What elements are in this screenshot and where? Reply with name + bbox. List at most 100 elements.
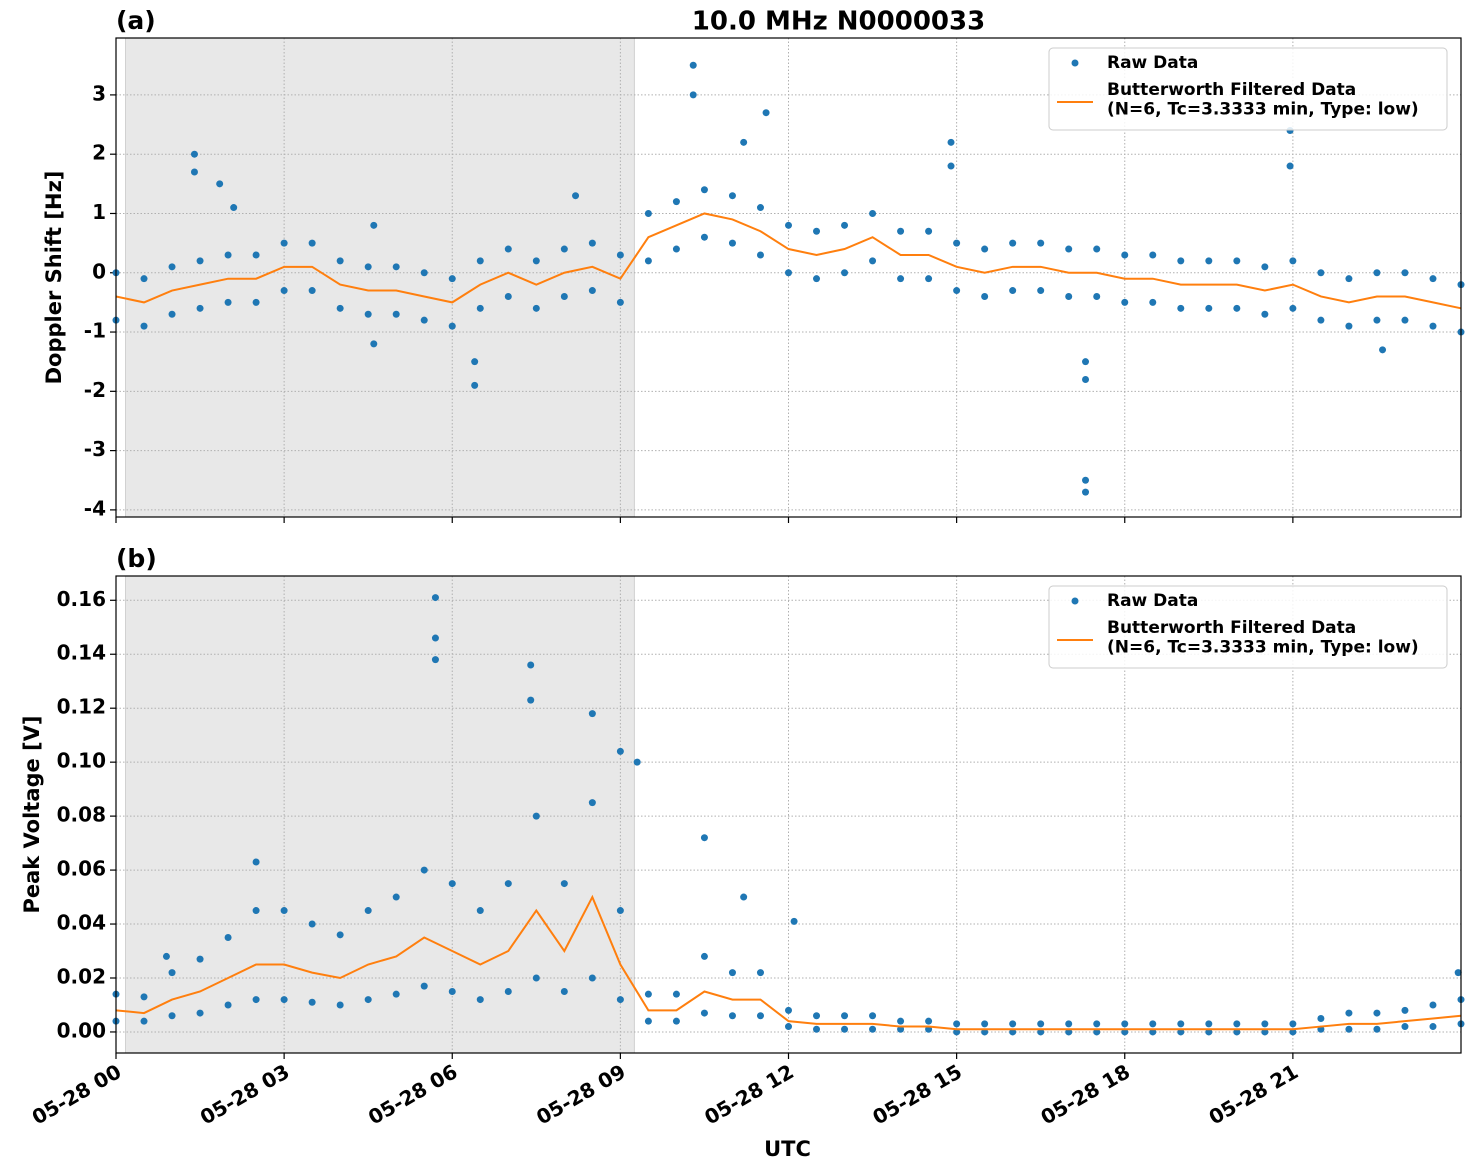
raw-point — [728, 239, 736, 247]
raw-point — [756, 1012, 764, 1020]
x-tick-label: 05-28 12 — [700, 1059, 798, 1129]
raw-point — [224, 1001, 232, 1009]
raw-point — [196, 257, 204, 265]
raw-point — [1261, 1020, 1269, 1028]
filtered-line — [115, 894, 1462, 1031]
panel-label: (b) — [116, 544, 157, 573]
raw-point — [1345, 1009, 1353, 1017]
raw-point — [588, 974, 596, 982]
raw-point — [162, 952, 170, 960]
raw-point — [1373, 1009, 1381, 1017]
raw-point — [1037, 287, 1045, 295]
raw-point — [196, 955, 204, 963]
raw-point — [1289, 1020, 1297, 1028]
y-tick-label: 0.02 — [57, 964, 106, 988]
raw-point — [560, 245, 568, 253]
raw-point — [1233, 304, 1241, 312]
raw-point — [532, 974, 540, 982]
raw-point — [1401, 1006, 1409, 1014]
raw-point — [869, 209, 877, 217]
raw-point — [1065, 1020, 1073, 1028]
raw-point — [1177, 304, 1185, 312]
plot-frame — [115, 37, 1462, 518]
raw-point — [588, 799, 596, 807]
raw-point — [364, 263, 372, 271]
raw-point — [224, 298, 232, 306]
raw-point — [785, 269, 792, 277]
y-tick-label: 3 — [92, 81, 106, 105]
raw-point — [252, 996, 260, 1004]
raw-point — [168, 1012, 176, 1020]
shaded-span — [125, 37, 635, 518]
raw-point — [308, 920, 316, 928]
raw-point — [672, 990, 680, 998]
raw-point — [1082, 358, 1090, 366]
raw-point — [140, 275, 148, 283]
raw-point — [1317, 269, 1325, 277]
raw-point — [1401, 316, 1409, 324]
raw-point — [1429, 322, 1437, 330]
raw-point — [700, 952, 708, 960]
raw-point — [925, 275, 933, 283]
raw-point — [813, 1025, 821, 1033]
raw-point — [841, 269, 849, 277]
raw-point — [308, 239, 316, 247]
raw-point — [1261, 263, 1269, 271]
y-tick-label: -2 — [84, 378, 106, 402]
raw-point — [532, 812, 540, 820]
raw-point — [336, 931, 344, 939]
raw-point — [925, 1017, 933, 1025]
raw-point — [1065, 292, 1073, 300]
y-tick-label: 2 — [92, 141, 106, 165]
raw-point — [756, 204, 764, 212]
raw-point — [1373, 269, 1381, 277]
raw-point — [1454, 969, 1462, 977]
raw-point — [1401, 1023, 1409, 1031]
raw-point — [785, 1023, 792, 1031]
raw-point — [953, 239, 961, 247]
y-tick-label: -3 — [84, 437, 106, 461]
raw-point — [572, 192, 580, 200]
raw-point — [1379, 346, 1387, 354]
raw-point — [700, 233, 708, 241]
raw-point — [1373, 316, 1381, 324]
raw-point — [981, 292, 989, 300]
raw-point — [644, 209, 652, 217]
raw-point — [813, 227, 821, 235]
raw-point — [947, 162, 955, 170]
raw-point — [981, 1020, 989, 1028]
raw-point — [841, 1025, 849, 1033]
raw-point — [280, 996, 288, 1004]
raw-point — [224, 934, 232, 942]
raw-point — [431, 656, 439, 664]
raw-point — [280, 239, 288, 247]
raw-point — [448, 322, 456, 330]
raw-point — [1149, 251, 1157, 259]
x-tick-label: 05-28 21 — [1205, 1059, 1303, 1129]
raw-point — [588, 287, 596, 295]
raw-point — [953, 287, 961, 295]
raw-point — [476, 304, 484, 312]
x-tick-label: 05-28 06 — [364, 1059, 462, 1129]
x-tick-label: 05-28 09 — [532, 1059, 630, 1129]
raw-point — [740, 138, 748, 146]
raw-point — [869, 1025, 877, 1033]
raw-point — [392, 263, 400, 271]
y-tick-label: -1 — [84, 319, 106, 343]
raw-point — [1205, 257, 1213, 265]
raw-point — [689, 61, 697, 69]
raw-point — [1177, 257, 1185, 265]
raw-point — [981, 245, 989, 253]
raw-point — [504, 292, 512, 300]
raw-point — [216, 180, 224, 188]
raw-point — [308, 998, 316, 1006]
raw-point — [420, 866, 428, 874]
raw-point — [280, 907, 288, 915]
raw-point — [140, 1017, 148, 1025]
raw-point — [364, 310, 372, 318]
raw-point — [336, 257, 344, 265]
y-tick-label: 0.10 — [57, 749, 106, 773]
y-tick-label: 0.14 — [57, 641, 106, 665]
raw-point — [672, 245, 680, 253]
